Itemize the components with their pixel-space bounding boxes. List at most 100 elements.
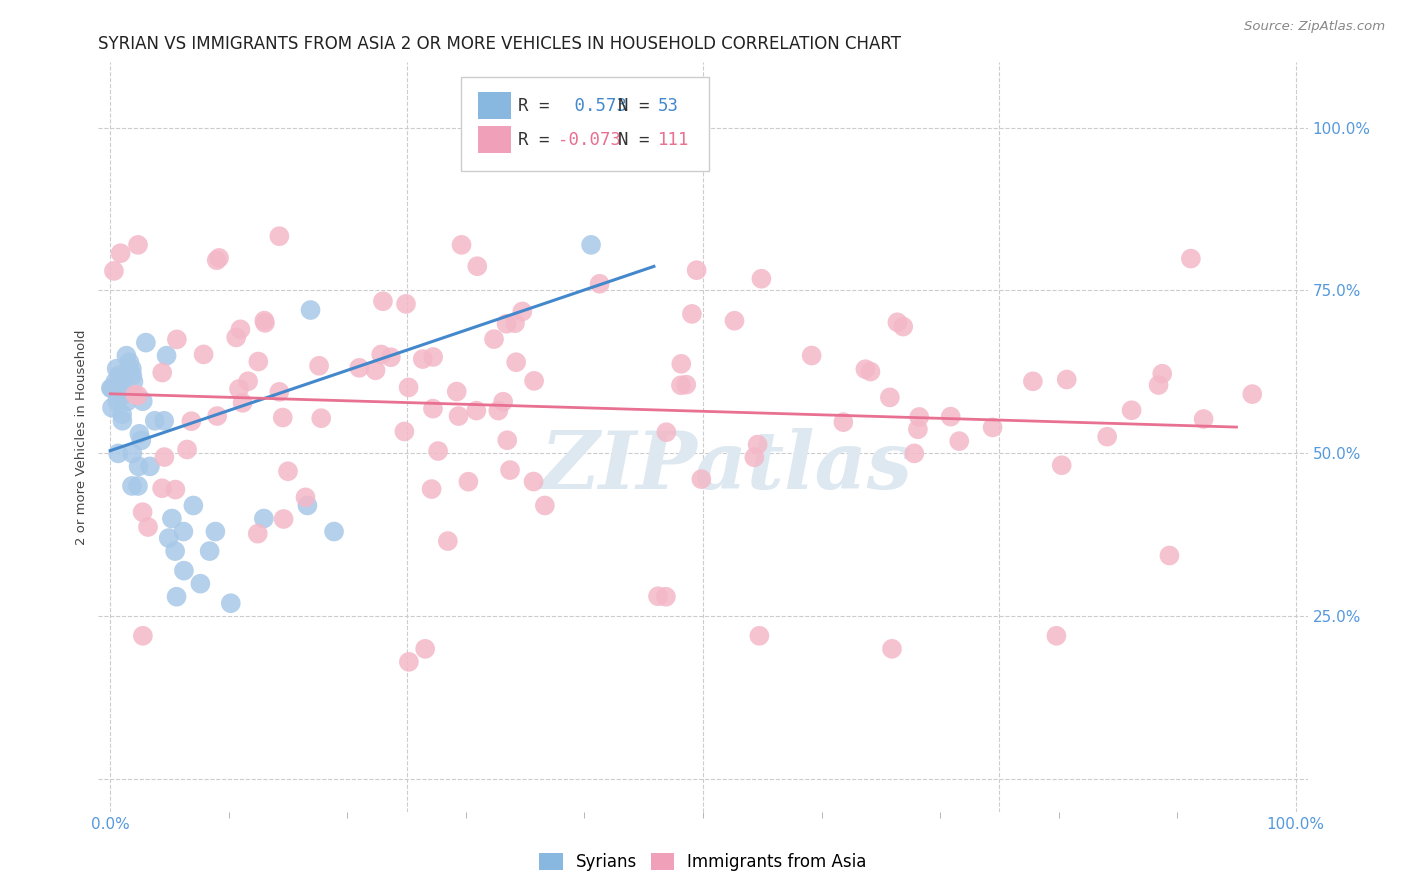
- Point: [122, 375, 145, 389]
- Point: [247, 354, 270, 368]
- Point: [1050, 458, 1073, 473]
- Point: [496, 434, 519, 448]
- Point: [180, 414, 202, 428]
- Point: [139, 459, 162, 474]
- Point: [108, 368, 131, 383]
- Point: [166, 590, 188, 604]
- Point: [669, 378, 692, 392]
- Point: [364, 363, 387, 377]
- Point: [859, 365, 882, 379]
- Point: [173, 564, 195, 578]
- Point: [127, 238, 149, 252]
- Point: [309, 411, 332, 425]
- Point: [121, 361, 143, 376]
- Point: [647, 589, 669, 603]
- Text: -0.073: -0.073: [558, 130, 621, 149]
- Point: [465, 403, 488, 417]
- Text: Source: ZipAtlas.com: Source: ZipAtlas.com: [1244, 20, 1385, 33]
- Point: [110, 246, 132, 260]
- Point: [588, 277, 610, 291]
- Point: [903, 446, 925, 460]
- Legend: Syrians, Immigrants from Asia: Syrians, Immigrants from Asia: [531, 845, 875, 880]
- Point: [1241, 387, 1264, 401]
- Point: [117, 394, 139, 409]
- Point: [166, 332, 188, 346]
- Point: [450, 238, 472, 252]
- Point: [124, 388, 146, 402]
- Point: [236, 374, 259, 388]
- Point: [228, 382, 250, 396]
- Point: [747, 437, 769, 451]
- Point: [437, 534, 460, 549]
- Point: [143, 414, 166, 428]
- Point: [190, 576, 212, 591]
- Point: [121, 368, 143, 383]
- Point: [1095, 430, 1118, 444]
- Point: [981, 420, 1004, 434]
- Point: [395, 297, 418, 311]
- Point: [132, 394, 155, 409]
- Point: [277, 464, 299, 478]
- Point: [1147, 378, 1170, 392]
- Point: [127, 388, 149, 402]
- Point: [323, 524, 346, 539]
- Point: [229, 322, 252, 336]
- Point: [1159, 549, 1181, 563]
- Point: [110, 388, 132, 402]
- Point: [253, 313, 276, 327]
- Point: [939, 409, 962, 424]
- Point: [153, 450, 176, 464]
- Point: [205, 409, 228, 423]
- Point: [165, 483, 187, 497]
- Point: [579, 238, 602, 252]
- Point: [685, 263, 707, 277]
- Text: SYRIAN VS IMMIGRANTS FROM ASIA 2 OR MORE VEHICLES IN HOUSEHOLD CORRELATION CHART: SYRIAN VS IMMIGRANTS FROM ASIA 2 OR MORE…: [98, 35, 901, 53]
- Y-axis label: 2 or more Vehicles in Household: 2 or more Vehicles in Household: [75, 329, 89, 545]
- Point: [655, 425, 678, 440]
- Point: [723, 314, 745, 328]
- Point: [172, 524, 194, 539]
- Point: [165, 544, 187, 558]
- Point: [273, 512, 295, 526]
- Point: [269, 229, 291, 244]
- Point: [427, 444, 450, 458]
- Point: [101, 401, 124, 415]
- Point: [457, 475, 479, 489]
- Point: [157, 531, 180, 545]
- Point: [198, 544, 221, 558]
- Point: [127, 479, 149, 493]
- Point: [880, 641, 903, 656]
- Point: [855, 362, 877, 376]
- Text: R =: R =: [517, 97, 560, 115]
- Point: [246, 526, 269, 541]
- Point: [118, 355, 141, 369]
- Point: [153, 414, 176, 428]
- Text: ZIPatlas: ZIPatlas: [541, 428, 914, 506]
- Point: [655, 590, 678, 604]
- Point: [121, 446, 143, 460]
- Point: [208, 251, 231, 265]
- Point: [398, 655, 420, 669]
- Point: [413, 641, 436, 656]
- Point: [271, 410, 294, 425]
- Point: [534, 499, 557, 513]
- Point: [105, 361, 128, 376]
- Point: [908, 409, 931, 424]
- Point: [512, 304, 534, 318]
- Point: [503, 316, 526, 330]
- Point: [482, 332, 505, 346]
- Point: [1180, 252, 1202, 266]
- Point: [111, 414, 134, 428]
- Point: [1121, 403, 1143, 417]
- Point: [832, 415, 855, 429]
- Point: [111, 407, 134, 421]
- Point: [115, 349, 138, 363]
- Point: [132, 629, 155, 643]
- Text: 111: 111: [658, 130, 690, 149]
- Point: [219, 596, 242, 610]
- Point: [744, 450, 766, 465]
- Point: [446, 384, 468, 399]
- Point: [131, 505, 153, 519]
- Point: [671, 357, 693, 371]
- Point: [155, 349, 177, 363]
